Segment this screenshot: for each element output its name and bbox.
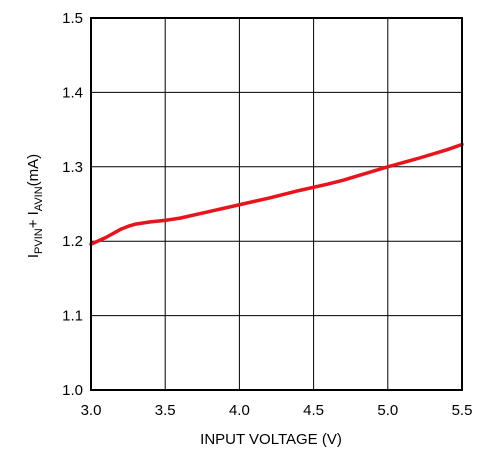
y-tick-label: 1.3 xyxy=(62,159,83,176)
grid xyxy=(90,17,463,391)
plot-frame xyxy=(90,17,463,391)
x-tick-label: 4.0 xyxy=(229,402,250,419)
x-tick-label: 3.5 xyxy=(155,402,176,419)
y-tick-labels: 1.0 1.1 1.2 1.3 1.4 1.5 xyxy=(62,10,83,399)
y-tick-label: 1.0 xyxy=(62,382,83,399)
y-axis-title-prefix: I xyxy=(25,254,42,258)
y-tick-label: 1.2 xyxy=(62,233,83,250)
x-tick-label: 4.5 xyxy=(303,402,324,419)
y-tick-label: 1.5 xyxy=(62,10,83,27)
y-axis-title-sub1: PVIN xyxy=(33,228,45,254)
y-axis-title-suffix: (mA) xyxy=(25,154,42,187)
x-tick-label: 3.0 xyxy=(81,402,102,419)
x-tick-label: 5.5 xyxy=(452,402,473,419)
y-axis-title: IPVIN+ IAVIN(mA) xyxy=(25,154,45,258)
y-axis-title-mid: + I xyxy=(25,211,42,228)
x-axis-title: INPUT VOLTAGE (V) xyxy=(200,431,342,448)
y-axis-title-sub2: AVIN xyxy=(33,186,45,211)
y-tick-label: 1.4 xyxy=(62,84,83,101)
series-line xyxy=(89,142,464,246)
x-tick-label: 5.0 xyxy=(377,402,398,419)
y-tick-label: 1.1 xyxy=(62,308,83,325)
x-tick-labels: 3.0 3.5 4.0 4.5 5.0 5.5 xyxy=(81,402,473,419)
